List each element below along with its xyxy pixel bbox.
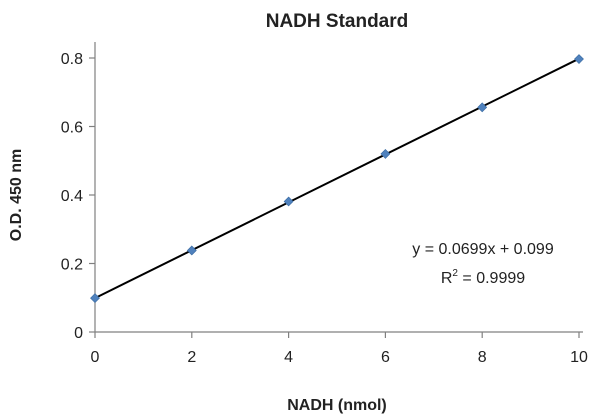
tick-labels: 0 0.2 0.4 0.6 0.8 0 2 4 6 8 10	[61, 51, 588, 366]
trendline-equation: y = 0.0699x + 0.099	[412, 241, 554, 258]
axes	[94, 42, 583, 333]
y-tick-label: 0.8	[61, 51, 83, 68]
data-point	[574, 54, 584, 64]
y-tick-label: 0	[74, 325, 83, 342]
y-tick-label: 0.4	[61, 188, 83, 205]
chart-title: NADH Standard	[266, 11, 409, 32]
r-squared-label: R2 = 0.9999	[441, 268, 525, 287]
r-squared-superscript: 2	[452, 268, 458, 279]
x-tick-label: 10	[570, 349, 588, 366]
x-axis-label: NADH (nmol)	[287, 397, 387, 414]
x-tick-label: 2	[187, 349, 196, 366]
x-tick-label: 0	[91, 349, 100, 366]
data-point	[477, 102, 488, 113]
data-point	[380, 148, 391, 159]
x-tick-label: 4	[284, 349, 293, 366]
r-squared-value: = 0.9999	[458, 270, 525, 287]
data-point	[186, 245, 197, 256]
r-squared-prefix: R	[441, 270, 453, 287]
y-tick-label: 0.6	[61, 120, 83, 137]
data-point	[90, 293, 100, 304]
ticks	[89, 57, 580, 338]
x-tick-label: 6	[381, 349, 390, 366]
y-tick-label: 0.2	[61, 257, 83, 274]
data-points	[90, 54, 584, 304]
trendline	[94, 57, 580, 299]
x-tick-label: 8	[478, 349, 487, 366]
data-point	[283, 196, 294, 207]
y-axis-label: O.D. 450 nm	[8, 149, 25, 241]
